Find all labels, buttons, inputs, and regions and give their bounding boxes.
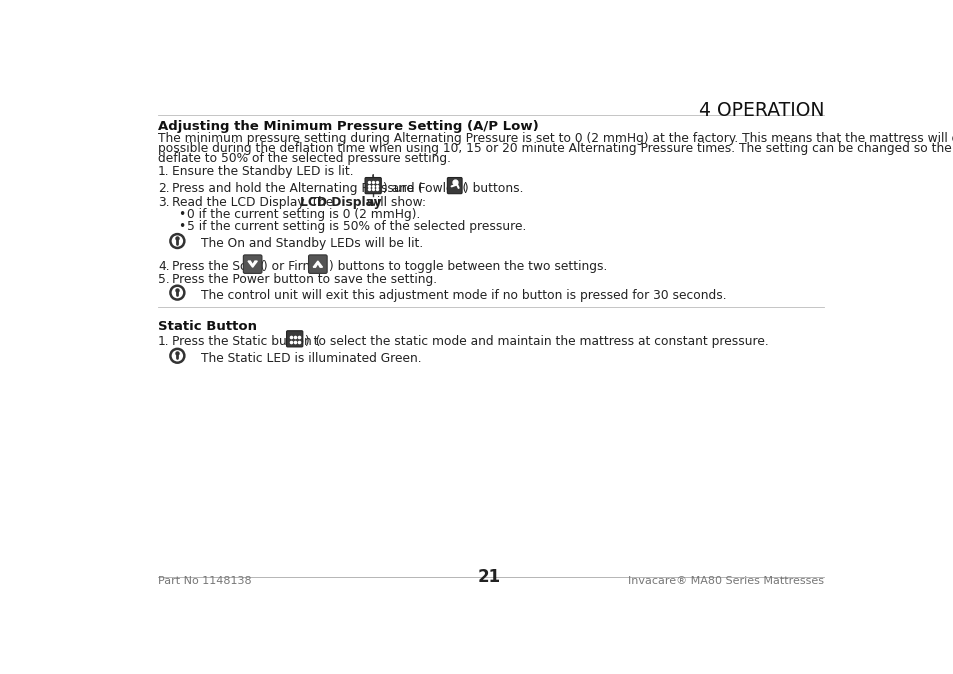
Text: ) and Fowler (: ) and Fowler (	[383, 182, 467, 195]
Text: Static Button: Static Button	[158, 319, 256, 332]
FancyBboxPatch shape	[286, 331, 302, 347]
Text: 2.: 2.	[158, 182, 170, 195]
Text: The On and Standby LEDs will be lit.: The On and Standby LEDs will be lit.	[200, 237, 422, 250]
Text: ) buttons.: ) buttons.	[463, 182, 523, 195]
Text: The minimum pressure setting during Alternating Pressure is set to 0 (2 mmHg) at: The minimum pressure setting during Alte…	[158, 133, 953, 146]
Text: possible during the deflation time when using 10, 15 or 20 minute Alternating Pr: possible during the deflation time when …	[158, 142, 953, 156]
Text: 4.: 4.	[158, 260, 170, 273]
Text: ) or Firm (: ) or Firm (	[263, 260, 323, 273]
Text: 5 if the current setting is 50% of the selected pressure.: 5 if the current setting is 50% of the s…	[187, 220, 526, 233]
Text: 5.: 5.	[158, 274, 170, 286]
Text: Press and hold the Alternating Pressure (: Press and hold the Alternating Pressure …	[172, 182, 422, 195]
Text: The control unit will exit this adjustment mode if no button is pressed for 30 s: The control unit will exit this adjustme…	[200, 288, 725, 302]
Text: Press the Static button (: Press the Static button (	[172, 335, 320, 348]
FancyBboxPatch shape	[243, 255, 262, 274]
Text: Read the LCD Display. The: Read the LCD Display. The	[172, 195, 336, 209]
Text: Adjusting the Minimum Pressure Setting (A/P Low): Adjusting the Minimum Pressure Setting (…	[158, 120, 538, 133]
Polygon shape	[313, 261, 322, 267]
Text: 1.: 1.	[158, 165, 170, 178]
FancyBboxPatch shape	[365, 177, 381, 193]
Text: Press the Power button to save the setting.: Press the Power button to save the setti…	[172, 274, 436, 286]
Text: The Static LED is illuminated Green.: The Static LED is illuminated Green.	[200, 352, 421, 365]
Text: LCD Display: LCD Display	[299, 195, 381, 209]
Text: will show:: will show:	[363, 195, 426, 209]
Text: Ensure the Standby LED is lit.: Ensure the Standby LED is lit.	[172, 165, 354, 178]
Text: ) buttons to toggle between the two settings.: ) buttons to toggle between the two sett…	[329, 260, 606, 273]
Text: Press the Soft (: Press the Soft (	[172, 260, 265, 273]
Text: deflate to 50% of the selected pressure setting.: deflate to 50% of the selected pressure …	[158, 152, 451, 166]
Text: Invacare® MA80 Series Mattresses: Invacare® MA80 Series Mattresses	[628, 576, 823, 586]
FancyBboxPatch shape	[308, 255, 327, 274]
Text: Part No 1148138: Part No 1148138	[158, 576, 252, 586]
Text: •: •	[178, 220, 185, 233]
Text: 0 if the current setting is 0 (2 mmHg).: 0 if the current setting is 0 (2 mmHg).	[187, 208, 420, 221]
Text: ) to select the static mode and maintain the mattress at constant pressure.: ) to select the static mode and maintain…	[304, 335, 768, 348]
Text: 21: 21	[476, 568, 500, 586]
FancyBboxPatch shape	[447, 177, 461, 193]
Text: •: •	[178, 208, 185, 221]
Polygon shape	[248, 261, 257, 267]
Text: 3.: 3.	[158, 195, 170, 209]
Text: 1.: 1.	[158, 335, 170, 348]
Text: 4 OPERATION: 4 OPERATION	[699, 101, 823, 120]
